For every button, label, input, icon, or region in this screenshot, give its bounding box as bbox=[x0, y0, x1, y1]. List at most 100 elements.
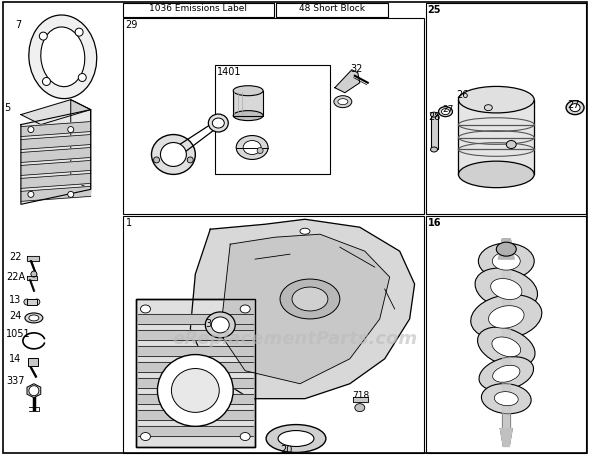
Ellipse shape bbox=[334, 96, 352, 108]
Ellipse shape bbox=[211, 317, 230, 333]
Ellipse shape bbox=[338, 99, 348, 105]
Ellipse shape bbox=[25, 313, 43, 323]
Ellipse shape bbox=[471, 294, 542, 340]
Ellipse shape bbox=[40, 32, 47, 40]
Ellipse shape bbox=[240, 305, 250, 313]
Polygon shape bbox=[21, 100, 91, 125]
Text: 337: 337 bbox=[6, 376, 24, 386]
Ellipse shape bbox=[431, 112, 438, 117]
Ellipse shape bbox=[492, 252, 520, 270]
Ellipse shape bbox=[28, 191, 34, 197]
Text: 22: 22 bbox=[9, 252, 21, 262]
Polygon shape bbox=[27, 276, 37, 280]
Ellipse shape bbox=[236, 136, 268, 159]
Ellipse shape bbox=[478, 243, 534, 279]
Bar bbox=[233, 90, 263, 116]
Polygon shape bbox=[27, 384, 41, 398]
Polygon shape bbox=[21, 122, 91, 137]
Ellipse shape bbox=[75, 28, 83, 36]
Bar bbox=[27, 299, 37, 305]
Polygon shape bbox=[27, 256, 39, 261]
Ellipse shape bbox=[233, 111, 263, 121]
Ellipse shape bbox=[484, 105, 492, 111]
Ellipse shape bbox=[212, 118, 224, 128]
Text: 48 Short Block: 48 Short Block bbox=[299, 4, 365, 13]
Ellipse shape bbox=[479, 357, 533, 391]
Text: 24: 24 bbox=[9, 311, 21, 321]
Polygon shape bbox=[21, 148, 91, 162]
Ellipse shape bbox=[160, 143, 186, 166]
Text: 27: 27 bbox=[442, 105, 454, 114]
Ellipse shape bbox=[208, 114, 228, 132]
Ellipse shape bbox=[458, 161, 534, 188]
Ellipse shape bbox=[233, 86, 263, 96]
Bar bbox=[276, 3, 388, 17]
Polygon shape bbox=[191, 219, 415, 399]
Text: 16: 16 bbox=[428, 218, 441, 228]
Polygon shape bbox=[502, 239, 510, 434]
Ellipse shape bbox=[280, 279, 340, 319]
Text: 29: 29 bbox=[126, 20, 138, 30]
Text: 25: 25 bbox=[428, 5, 441, 15]
Ellipse shape bbox=[300, 228, 310, 234]
Ellipse shape bbox=[205, 312, 235, 338]
Text: 1036 Emissions Label: 1036 Emissions Label bbox=[149, 4, 247, 13]
Ellipse shape bbox=[42, 78, 50, 85]
Ellipse shape bbox=[475, 268, 537, 310]
Ellipse shape bbox=[31, 271, 37, 277]
Polygon shape bbox=[353, 397, 368, 402]
Bar bbox=[425, 216, 586, 453]
Polygon shape bbox=[499, 239, 514, 259]
Text: 1401: 1401 bbox=[217, 67, 242, 77]
Polygon shape bbox=[137, 314, 253, 324]
Ellipse shape bbox=[496, 242, 516, 256]
Bar bbox=[425, 3, 586, 214]
Text: 5: 5 bbox=[4, 103, 10, 113]
Ellipse shape bbox=[243, 141, 261, 154]
Text: 20: 20 bbox=[280, 445, 293, 455]
Ellipse shape bbox=[438, 106, 453, 117]
Polygon shape bbox=[137, 330, 253, 340]
Polygon shape bbox=[21, 134, 91, 149]
Bar bbox=[431, 115, 438, 149]
Ellipse shape bbox=[34, 299, 40, 305]
Text: 1: 1 bbox=[126, 218, 132, 228]
Ellipse shape bbox=[152, 134, 195, 175]
Text: 28: 28 bbox=[428, 112, 441, 122]
Bar bbox=[28, 358, 38, 366]
Ellipse shape bbox=[570, 104, 580, 112]
Bar bbox=[123, 3, 274, 17]
Ellipse shape bbox=[477, 327, 535, 367]
Polygon shape bbox=[137, 393, 253, 404]
Ellipse shape bbox=[441, 109, 450, 115]
Polygon shape bbox=[500, 429, 512, 446]
Ellipse shape bbox=[278, 430, 314, 446]
Ellipse shape bbox=[187, 157, 194, 163]
Polygon shape bbox=[137, 425, 253, 436]
Text: 32: 32 bbox=[350, 64, 362, 74]
Text: eReplacementParts.com: eReplacementParts.com bbox=[172, 330, 418, 348]
Ellipse shape bbox=[158, 355, 233, 426]
Polygon shape bbox=[137, 378, 253, 388]
Ellipse shape bbox=[566, 101, 584, 115]
Polygon shape bbox=[21, 160, 91, 175]
Ellipse shape bbox=[257, 148, 263, 154]
Ellipse shape bbox=[481, 383, 531, 414]
Polygon shape bbox=[21, 110, 91, 204]
Bar bbox=[123, 216, 424, 453]
Ellipse shape bbox=[493, 365, 520, 382]
Polygon shape bbox=[458, 100, 534, 175]
Bar bbox=[215, 65, 330, 175]
Text: 26: 26 bbox=[457, 90, 469, 100]
Ellipse shape bbox=[506, 141, 516, 149]
Ellipse shape bbox=[68, 191, 74, 197]
Ellipse shape bbox=[492, 337, 520, 357]
Text: 1051: 1051 bbox=[6, 329, 31, 339]
Ellipse shape bbox=[355, 404, 365, 412]
Polygon shape bbox=[137, 346, 253, 356]
Ellipse shape bbox=[140, 305, 150, 313]
Text: 22A: 22A bbox=[6, 272, 25, 282]
Bar bbox=[136, 299, 255, 446]
Text: 3: 3 bbox=[205, 319, 211, 329]
Polygon shape bbox=[137, 362, 253, 372]
